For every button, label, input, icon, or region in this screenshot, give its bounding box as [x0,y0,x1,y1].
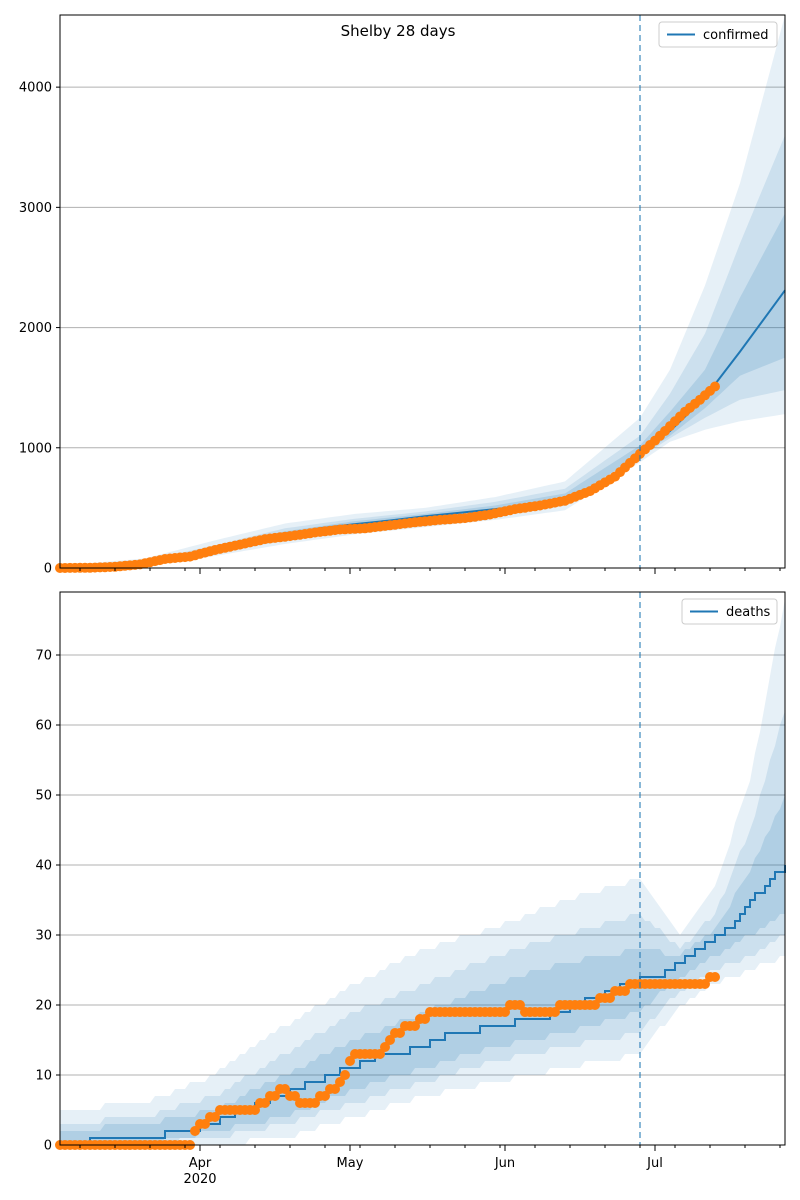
observed-point [190,1126,200,1136]
observed-point [200,1119,210,1129]
uncertainty-band-inner [60,795,785,1145]
figure-title: Shelby 28 days [341,22,456,40]
observed-point [710,381,720,392]
observed-point [515,1000,525,1010]
observed-point [395,1028,405,1038]
uncertainty-band-outer [60,599,785,1145]
observed-point [270,1091,280,1101]
x-tick-label: Jun [494,1156,515,1171]
y-tick-label: 0 [44,562,52,577]
x-tick-label: Jul [646,1156,663,1171]
legend-label: deaths [726,605,771,620]
y-tick-label: 0 [44,1139,52,1154]
legend-box [681,598,778,625]
confirmed-chart-panel: 0 1000 2000 3000 4000 confirmed [19,14,786,577]
observed-point [500,1007,510,1017]
legend-box [658,21,778,48]
observed-point [700,979,710,989]
observed-point [385,1035,395,1045]
observed-point [250,1105,260,1115]
observed-point [345,1056,355,1066]
observed-point [410,1021,420,1031]
observed-point [330,1084,340,1094]
y-tick-label: 2000 [19,321,52,336]
y-tick-label: 40 [35,859,52,874]
observed-point [290,1091,300,1101]
observed-point [335,1077,345,1087]
observed-point [710,972,720,982]
observed-point [620,986,630,996]
x-tick-label: Apr [189,1156,212,1171]
observed-point [375,1049,385,1059]
deaths-chart-panel: 0 10 20 30 40 50 60 70 Apr May Jun Jul 2020 deaths [35,591,786,1187]
uncertainty-band-middle [60,711,785,1145]
axes-frame [59,591,786,1146]
observed-point [590,1000,600,1010]
legend-label: confirmed [703,28,769,43]
observed-points [55,381,720,573]
uncertainty-band-middle [60,135,785,568]
y-tick-label: 60 [35,719,52,734]
y-tick-label: 30 [35,929,52,944]
y-tick-label: 4000 [19,81,52,96]
observed-point [310,1098,320,1108]
y-tick-label: 10 [35,1069,52,1084]
legend: confirmed [658,21,778,48]
uncertainty-band-outer [60,15,785,568]
y-tick-label: 50 [35,789,52,804]
observed-point [605,993,615,1003]
observed-point [550,1007,560,1017]
x-year-label: 2020 [183,1172,216,1187]
y-tick-label: 70 [35,649,52,664]
observed-point [210,1112,220,1122]
observed-point [340,1070,350,1080]
observed-point [420,1014,430,1024]
observed-point [320,1091,330,1101]
y-tick-label: 1000 [19,441,52,456]
y-tick-label: 3000 [19,201,52,216]
observed-points [55,972,720,1150]
observed-point [380,1042,390,1052]
axes-frame [59,14,786,569]
x-tick-label: May [337,1156,364,1171]
observed-point [260,1098,270,1108]
legend: deaths [681,598,778,625]
y-tick-label: 20 [35,999,52,1014]
observed-point [280,1084,290,1094]
